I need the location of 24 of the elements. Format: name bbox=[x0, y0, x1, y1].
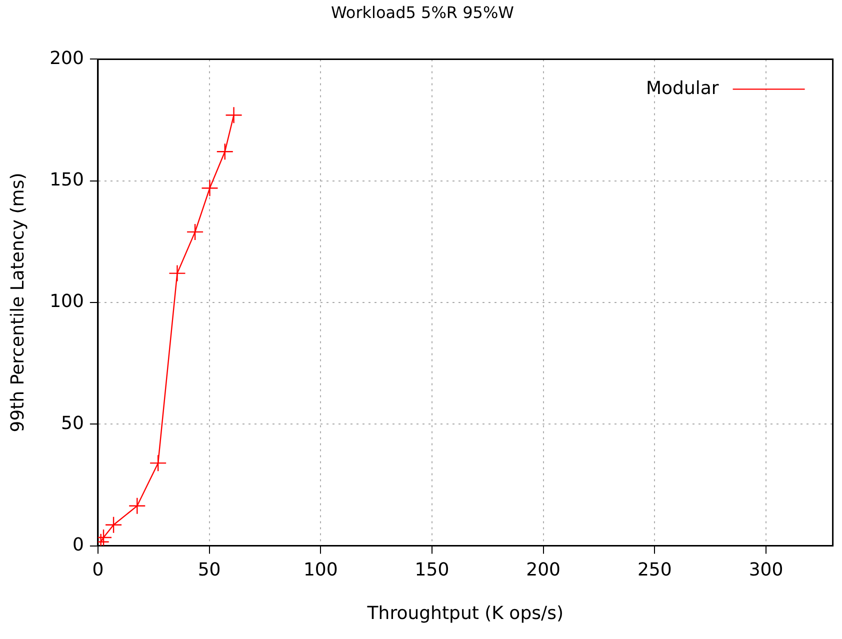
y-tick-label: 50 bbox=[61, 412, 84, 434]
point bbox=[149, 454, 167, 472]
y-axis-title: 99th Percentile Latency (ms) bbox=[7, 172, 28, 432]
point bbox=[104, 516, 122, 534]
x-tick-label: 0 bbox=[92, 559, 104, 580]
x-tick-label: 250 bbox=[637, 559, 672, 580]
y-tick-label: 200 bbox=[50, 48, 84, 69]
point bbox=[186, 223, 204, 241]
point bbox=[225, 106, 242, 124]
legend-label: Modular bbox=[646, 78, 720, 99]
point bbox=[216, 143, 234, 160]
point bbox=[201, 180, 218, 197]
x-tick-label: 100 bbox=[303, 559, 338, 580]
y-tick-label: 0 bbox=[72, 534, 84, 556]
y-tick-label: 150 bbox=[50, 170, 84, 191]
point bbox=[128, 497, 146, 514]
x-tick-label: 50 bbox=[198, 559, 221, 580]
x-tick-label: 150 bbox=[414, 559, 450, 580]
chart-title: Workload5 5%R 95%W bbox=[331, 2, 514, 22]
x-axis-title: Throughtput (K ops/s) bbox=[366, 602, 564, 624]
point bbox=[168, 264, 186, 282]
y-tick-label: 100 bbox=[50, 291, 84, 312]
x-tick-label: 200 bbox=[526, 559, 560, 580]
x-tick-label: 300 bbox=[748, 559, 784, 580]
